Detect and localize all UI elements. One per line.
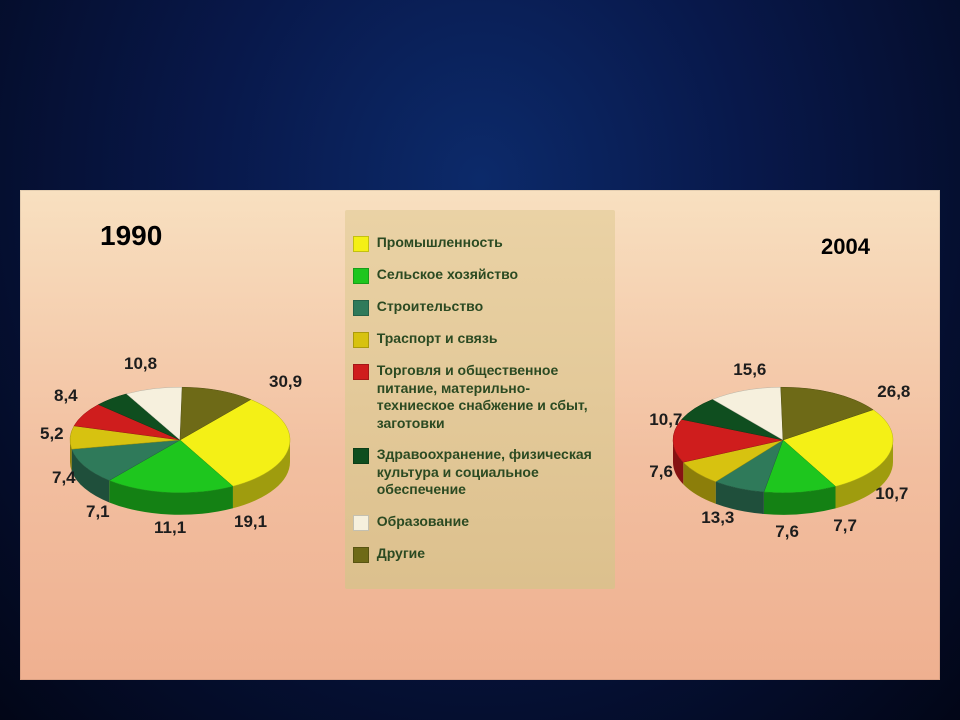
center-column: Промышленность Сельское хозяйство Строител… (337, 190, 624, 680)
legend-item: Сельское хозяйство (353, 266, 608, 284)
legend-label: Промышленность (377, 234, 503, 252)
data-label: 7,7 (833, 516, 857, 536)
data-label: 30,9 (269, 372, 302, 392)
right-column: 2004 26,8 10,7 7,7 7,6 13,3 7,6 10,7 15,6 (623, 190, 940, 680)
legend-label: Сельское хозяйство (377, 266, 518, 284)
legend-swatch (353, 364, 369, 380)
legend-item: Образование (353, 513, 608, 531)
data-label: 10,7 (649, 410, 682, 430)
data-label: 10,7 (875, 484, 908, 504)
legend-item: Траспорт и связь (353, 330, 608, 348)
pie-svg (30, 320, 330, 580)
chart-panel: 1990 30,9 19,1 11,1 7,1 7,4 5,2 8,4 10,8 Промыш… (20, 190, 940, 680)
legend-swatch (353, 332, 369, 348)
data-label: 10,8 (124, 354, 157, 374)
year-title-1990: 1990 (100, 220, 162, 252)
data-label: 19,1 (234, 512, 267, 532)
data-label: 15,6 (733, 360, 766, 380)
pie-chart-2004: 26,8 10,7 7,7 7,6 13,3 7,6 10,7 15,6 (633, 320, 933, 580)
data-label: 13,3 (701, 508, 734, 528)
year-title-2004: 2004 (821, 234, 870, 260)
data-label: 7,1 (86, 502, 110, 522)
data-label: 7,6 (775, 522, 799, 542)
legend-label: Траспорт и связь (377, 330, 498, 348)
data-label: 7,6 (649, 462, 673, 482)
legend-item: Торговля и общественное питание, материл… (353, 362, 608, 432)
legend-item: Другие (353, 545, 608, 563)
legend-swatch (353, 515, 369, 531)
legend-swatch (353, 448, 369, 464)
legend-item: Строительство (353, 298, 608, 316)
legend-label: Другие (377, 545, 425, 563)
legend-swatch (353, 547, 369, 563)
legend-label: Строительство (377, 298, 483, 316)
legend-item: Промышленность (353, 234, 608, 252)
left-column: 1990 30,9 19,1 11,1 7,1 7,4 5,2 8,4 10,8 (20, 190, 337, 680)
slide-stage: 1990 30,9 19,1 11,1 7,1 7,4 5,2 8,4 10,8 Промыш… (0, 0, 960, 720)
data-label: 11,1 (154, 518, 186, 538)
pie-chart-1990: 30,9 19,1 11,1 7,1 7,4 5,2 8,4 10,8 (30, 320, 330, 580)
data-label: 7,4 (52, 468, 76, 488)
data-label: 8,4 (54, 386, 78, 406)
chart-legend: Промышленность Сельское хозяйство Строител… (345, 210, 616, 589)
legend-item: Здравоохранение, физическая культура и с… (353, 446, 608, 499)
legend-swatch (353, 300, 369, 316)
data-label: 26,8 (877, 382, 910, 402)
legend-swatch (353, 268, 369, 284)
legend-swatch (353, 236, 369, 252)
legend-label: Образование (377, 513, 469, 531)
legend-label: Торговля и общественное питание, материл… (377, 362, 608, 432)
data-label: 5,2 (40, 424, 64, 444)
legend-label: Здравоохранение, физическая культура и с… (377, 446, 608, 499)
